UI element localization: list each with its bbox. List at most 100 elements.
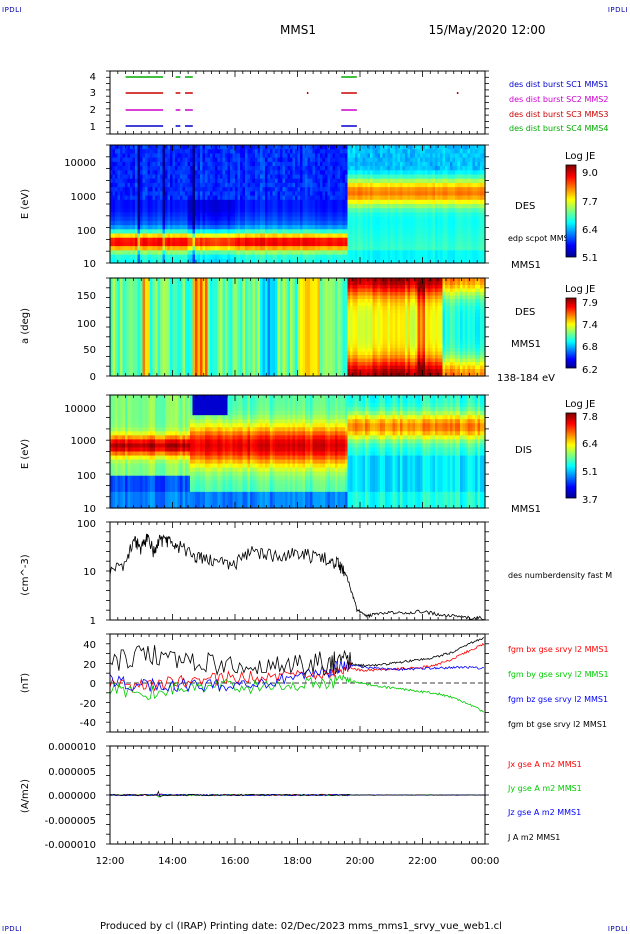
heatmap-cell: [365, 149, 369, 155]
heatmap-cell: [237, 187, 241, 192]
heatmap-cell: [235, 208, 239, 214]
heatmap-cell: [482, 195, 486, 201]
heatmap-cell: [305, 145, 309, 150]
heatmap-cell: [442, 254, 446, 260]
heatmap-cell: [375, 220, 379, 226]
heatmap-cell: [240, 225, 244, 230]
heatmap-cell: [222, 204, 226, 209]
heatmap-cell: [340, 233, 344, 239]
heatmap-cell: [187, 182, 191, 188]
heatmap-cell: [305, 208, 309, 214]
heatmap-cell: [137, 233, 141, 239]
heatmap-cell: [447, 220, 451, 226]
heatmap-cell: [290, 153, 294, 159]
heatmap-cell: [420, 204, 424, 209]
heatmap-cell: [355, 195, 359, 201]
heatmap-cell: [120, 309, 124, 314]
heatmap-cell: [285, 191, 289, 197]
heatmap-cell: [302, 174, 306, 180]
heatmap-cell: [480, 195, 484, 201]
heatmap-cell: [235, 157, 239, 163]
heatmap-cell: [115, 358, 119, 363]
heatmap-cell: [235, 191, 239, 197]
heatmap-cell: [465, 153, 469, 159]
heatmap-cell: [450, 254, 454, 260]
heatmap-cell: [362, 246, 366, 251]
heatmap-cell: [182, 187, 186, 192]
heatmap-cell: [310, 187, 314, 192]
heatmap-cell: [255, 258, 259, 264]
heatmap-cell: [222, 178, 226, 184]
heatmap-cell: [272, 229, 276, 235]
heatmap-cell: [120, 161, 124, 167]
heatmap-cell: [137, 216, 141, 222]
heatmap-cell: [307, 187, 311, 192]
heatmap-cell: [242, 166, 246, 171]
heatmap-cell: [457, 258, 461, 264]
heatmap-cell: [237, 208, 241, 214]
heatmap-cell: [472, 153, 476, 159]
heatmap-cell: [460, 216, 464, 222]
heatmap-cell: [475, 216, 479, 222]
heatmap-cell: [337, 204, 341, 209]
heatmap-cell: [252, 145, 256, 150]
heatmap-cell: [127, 225, 131, 230]
heatmap-cell: [397, 191, 401, 197]
heatmap-cell: [115, 233, 119, 239]
heatmap-cell: [177, 216, 181, 222]
heatmap-cell: [265, 161, 269, 167]
heatmap-cell: [435, 149, 439, 155]
heatmap-cell: [270, 241, 274, 247]
heatmap-cell: [367, 254, 371, 260]
heatmap-cell: [125, 288, 129, 293]
heatmap-cell: [217, 166, 221, 171]
heatmap-cell: [362, 178, 366, 184]
heatmap-cell: [377, 246, 381, 251]
heatmap-cell: [245, 254, 249, 260]
heatmap-cell: [387, 170, 391, 176]
legend-burst-sc2: des dist burst SC2 MMS2: [509, 95, 608, 104]
heatmap-cell: [327, 229, 331, 235]
heatmap-cell: [232, 216, 236, 222]
heatmap-cell: [415, 212, 419, 218]
heatmap-cell: [362, 153, 366, 159]
heatmap-cell: [430, 212, 434, 218]
heatmap-cell: [447, 258, 451, 264]
heatmap-cell: [225, 153, 229, 159]
heatmap-cell: [180, 254, 184, 260]
heatmap-cell: [180, 241, 184, 247]
heatmap-cell: [257, 157, 261, 163]
heatmap-cell: [125, 157, 129, 163]
heatmap-cell: [167, 250, 171, 256]
heatmap-cell: [402, 233, 406, 239]
heatmap-cell: [130, 254, 134, 260]
heatmap-cell: [192, 191, 196, 197]
heatmap-cell: [112, 365, 116, 370]
heatmap-cell: [295, 149, 299, 155]
heatmap-cell: [362, 157, 366, 163]
heatmap-cell: [385, 216, 389, 222]
heatmap-cell: [447, 241, 451, 247]
heatmap-cell: [342, 191, 346, 197]
heatmap-cell: [250, 237, 254, 243]
heatmap-cell: [392, 258, 396, 264]
heatmap-cell: [232, 174, 236, 180]
heatmap-cell: [287, 182, 291, 188]
heatmap-cell: [147, 216, 151, 222]
heatmap-cell: [300, 174, 304, 180]
heatmap-cell: [202, 166, 206, 171]
heatmap-cell: [477, 145, 481, 150]
heatmap-cell: [222, 149, 226, 155]
heatmap-cell: [167, 229, 171, 235]
heatmap-cell: [357, 220, 361, 226]
heatmap-cell: [152, 309, 156, 314]
heatmap-cell: [465, 149, 469, 155]
heatmap-cell: [237, 153, 241, 159]
heatmap-cell: [125, 327, 129, 332]
heatmap-cell: [372, 170, 376, 176]
heatmap-cell: [290, 212, 294, 218]
heatmap-cell: [437, 166, 441, 171]
heatmap-cell: [475, 153, 479, 159]
heatmap-cell: [125, 182, 129, 188]
heatmap-cell: [265, 229, 269, 235]
